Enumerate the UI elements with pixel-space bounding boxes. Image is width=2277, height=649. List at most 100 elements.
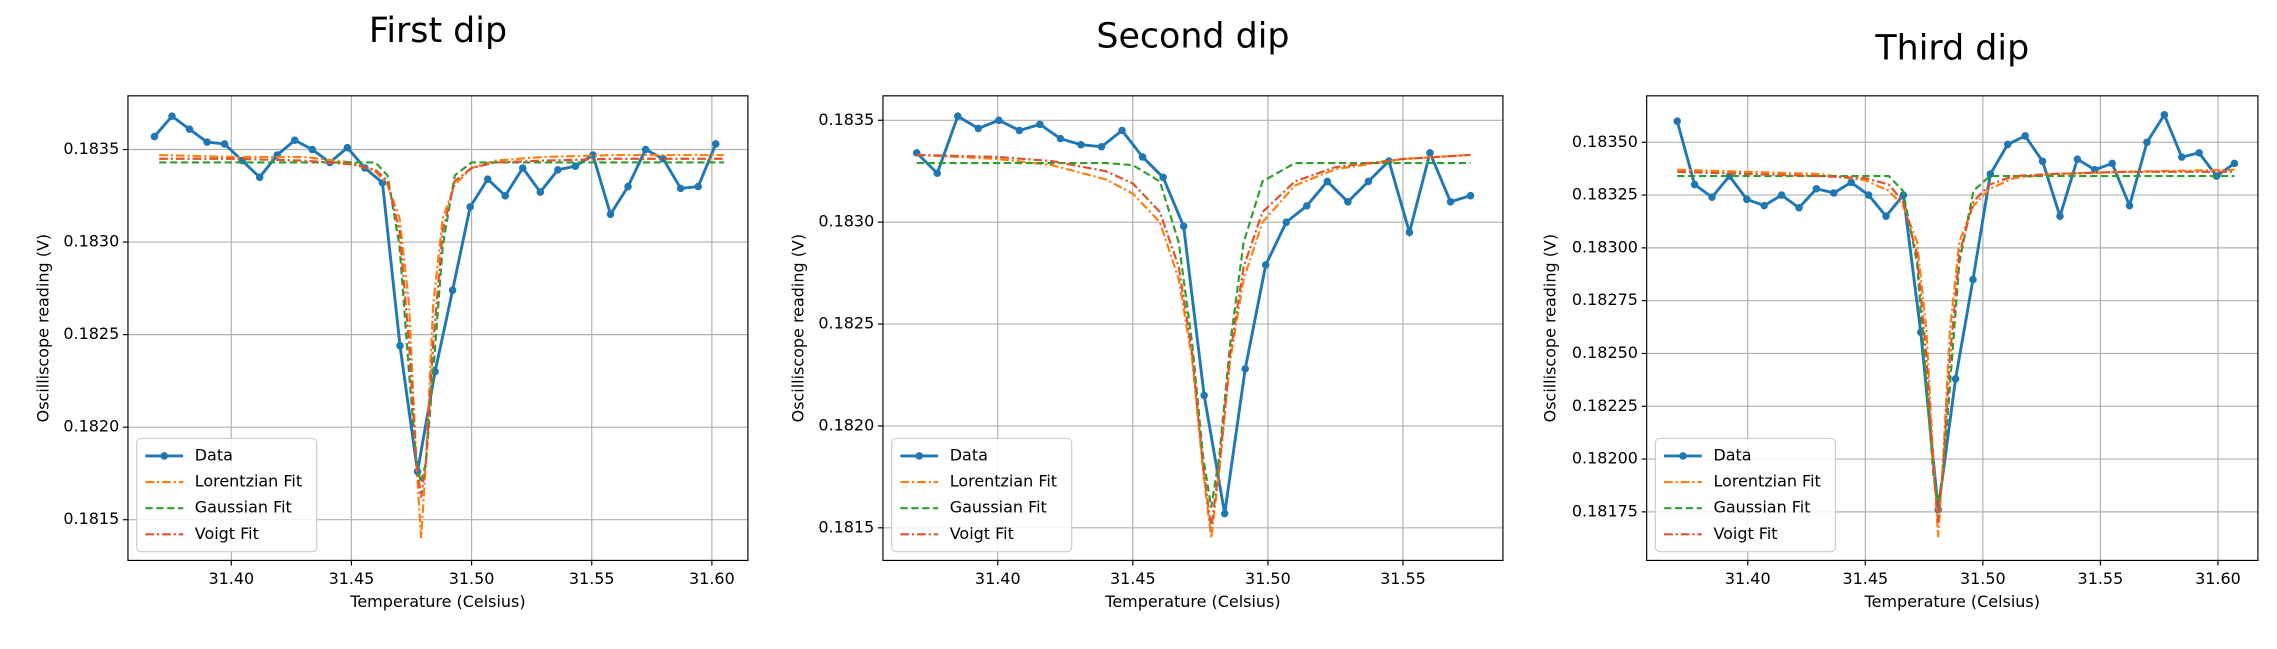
y-tick-label: 0.18250 xyxy=(1572,343,1638,362)
data-point xyxy=(1426,149,1434,157)
data-point xyxy=(624,182,632,191)
x-tick-label: 31.50 xyxy=(449,569,495,588)
data-point xyxy=(1405,228,1414,237)
series-line xyxy=(915,114,1471,514)
data-point xyxy=(1743,195,1751,204)
data-point xyxy=(2125,201,2134,210)
legend: Data Lorentzian Fit Gaussian Fit Voigt Fit xyxy=(891,437,1073,553)
data-point xyxy=(1969,275,1977,284)
data-point xyxy=(308,145,317,154)
data-point xyxy=(1241,365,1249,373)
x-tick-label: 31.45 xyxy=(329,569,375,588)
data-point xyxy=(1179,222,1188,231)
data-point xyxy=(1282,218,1291,226)
x-tick-label: 31.60 xyxy=(689,569,735,588)
data-point xyxy=(554,166,562,174)
y-tick-label: 0.18300 xyxy=(1572,237,1638,256)
x-tick-label: 31.40 xyxy=(208,569,254,588)
y-tick-label: 0.18350 xyxy=(1572,132,1638,151)
x-tick-label: 31.50 xyxy=(1960,569,2006,588)
data-point xyxy=(1777,191,1786,199)
data-point xyxy=(2073,155,2082,163)
data-point xyxy=(1323,177,1332,186)
plot-area xyxy=(150,112,724,539)
y-tick-label: 0.1820 xyxy=(818,415,874,434)
data-point xyxy=(2108,159,2116,168)
series-line xyxy=(916,153,1471,528)
x-tick-label: 31.50 xyxy=(1245,569,1291,588)
legend-marker xyxy=(915,452,924,460)
data-point xyxy=(676,184,685,193)
legend-label: Voigt Fit xyxy=(1713,524,1777,543)
series-line xyxy=(159,153,724,539)
data-point xyxy=(2177,153,2186,161)
legend-label: Gaussian Fit xyxy=(1713,498,1810,517)
data-point xyxy=(1708,193,1716,201)
legend-label: Gaussian Fit xyxy=(950,498,1047,517)
data-point xyxy=(2195,149,2203,157)
data-point xyxy=(711,140,720,148)
legend-marker xyxy=(160,452,169,460)
plot-area xyxy=(1673,111,2239,538)
data-point xyxy=(150,132,159,141)
series-line xyxy=(916,161,1471,508)
x-tick-label: 31.55 xyxy=(569,569,615,588)
data-point xyxy=(2003,140,2012,149)
legend: Data Lorentzian Fit Gaussian Fit Voigt Fit xyxy=(136,437,318,553)
data-point xyxy=(466,203,474,211)
x-tick-label: 31.40 xyxy=(975,569,1021,588)
legend-label: Lorentzian Fit xyxy=(950,472,1057,491)
legend-label: Data xyxy=(950,445,988,464)
data-point xyxy=(1303,202,1311,210)
x-tick-label: 31.55 xyxy=(2078,569,2124,588)
data-point xyxy=(1036,120,1044,129)
data-point xyxy=(694,182,702,191)
y-axis-label: Oscilliscope reading (V) xyxy=(788,234,807,422)
y-tick-label: 0.18275 xyxy=(1572,290,1638,309)
data-point xyxy=(1097,142,1106,151)
subplot: Second dip 31.40 31.45 31.50 31.55 0.1815 0.18… xyxy=(788,17,1504,611)
legend-label: Lorentzian Fit xyxy=(195,472,302,491)
legend: Data Lorentzian Fit Gaussian Fit Voigt Fit xyxy=(1654,437,1836,553)
plot-area xyxy=(912,112,1475,539)
legend-label: Lorentzian Fit xyxy=(1713,472,1820,491)
x-tick-label: 31.45 xyxy=(1110,569,1156,588)
legend-box xyxy=(1654,437,1836,553)
x-tick-label: 31.55 xyxy=(1380,569,1426,588)
data-point xyxy=(589,151,597,159)
data-point xyxy=(1864,191,1873,199)
series-line xyxy=(159,161,724,483)
y-tick-label: 0.18175 xyxy=(1572,501,1638,520)
data-point xyxy=(1056,134,1065,143)
series-line xyxy=(1677,168,2235,538)
data-point xyxy=(1220,509,1229,518)
data-point xyxy=(1830,189,1838,197)
legend-box xyxy=(891,437,1073,553)
data-point xyxy=(1138,153,1147,161)
data-point xyxy=(2038,157,2047,166)
series-line xyxy=(916,153,1471,539)
data-point xyxy=(1812,184,1821,193)
legend-label: Data xyxy=(195,445,233,464)
subplot: Third dip 31.40 31.45 31.50 31.55 31.60 0.1817… xyxy=(1540,28,2259,611)
axes-frame xyxy=(127,95,749,562)
data-point xyxy=(501,192,510,200)
data-point xyxy=(659,154,667,163)
chart-title: First dip xyxy=(369,11,507,51)
subplot: First dip 31.40 31.45 31.50 31.55 31.60 0.1815… xyxy=(33,11,749,611)
series-line xyxy=(1677,174,2235,502)
x-axis-label: Temperature (Celsius) xyxy=(1104,592,1280,611)
data-point xyxy=(185,125,194,133)
data-point xyxy=(203,138,211,146)
y-tick-label: 0.1830 xyxy=(63,232,119,251)
data-point xyxy=(606,210,615,219)
data-point xyxy=(571,162,580,170)
y-axis-label: Oscilliscope reading (V) xyxy=(33,234,52,422)
legend-label: Gaussian Fit xyxy=(195,498,292,517)
y-axis-label: Oscilliscope reading (V) xyxy=(1540,234,1559,422)
data-point xyxy=(483,175,492,183)
data-point xyxy=(974,124,983,133)
y-tick-label: 0.1835 xyxy=(818,110,874,129)
